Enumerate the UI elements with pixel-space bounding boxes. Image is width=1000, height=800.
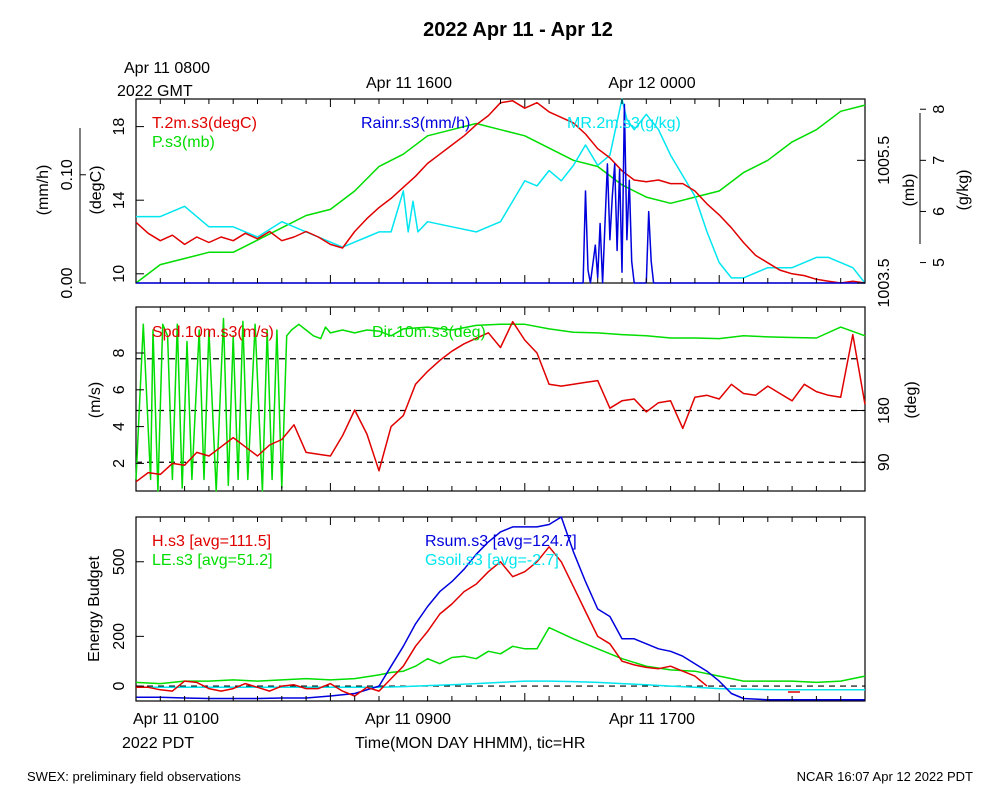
legend-latent-heat-avg: [avg=51.2] — [197, 552, 272, 569]
panel-wind-reference-lines — [136, 358, 865, 463]
legend-mixing-ratio: MR.2m.s3(g/kg) — [567, 115, 681, 132]
panel-wind-ticks: 2 4 6 8 90 180 — [111, 307, 893, 491]
series-radiation-sum — [136, 516, 865, 701]
legend-radiation-sum: Rsum.s3 [avg=124.7] — [425, 533, 577, 550]
ms-tick-label: 4 — [111, 422, 128, 431]
legend-temperature: T.2m.s3(degC) — [152, 115, 257, 132]
deg-tick-label: 180 — [876, 397, 893, 424]
legend-radiation-sum-avg: [avg=124.7] — [493, 533, 577, 550]
degc-tick-label: 10 — [111, 265, 128, 283]
energy-tick-label: 200 — [111, 623, 128, 650]
legend-sensible-heat-name: H.s3 — [152, 533, 185, 550]
legend-latent-heat: LE.s3 [avg=51.2] — [152, 552, 273, 569]
chart-title: 2022 Apr 11 - Apr 12 — [423, 19, 613, 41]
bottom-time-label-mid: Apr 11 0900 — [365, 711, 451, 728]
energy-tick-label: 0 — [111, 682, 128, 691]
legend-radiation-sum-name: Rsum.s3 — [425, 533, 488, 550]
axis-label-gkg: (g/kg) — [955, 170, 972, 211]
panel-meteorology-legend: T.2m.s3(degC) P.s3(mb) Rainr.s3(mm/h) MR… — [152, 115, 681, 151]
top-time-label-year: 2022 GMT — [117, 83, 193, 100]
legend-wind-speed: Spd.10m.s3(m/s) — [152, 324, 274, 341]
panel-wind: 2 4 6 8 90 180 Spd.10m.s3(m/s) Dir.10m.s3(deg… — [87, 306, 920, 492]
mb-tick-label: 1003.5 — [876, 258, 893, 307]
top-time-label-last: Apr 12 0000 — [608, 75, 695, 92]
gkg-tick-label: 6 — [931, 207, 948, 216]
axis-label-ms: (m/s) — [87, 382, 104, 418]
legend-wind-direction: Dir.10m.s3(deg) — [372, 324, 486, 341]
mmh-tick-label: 0.10 — [59, 159, 76, 190]
series-sensible-heat — [136, 546, 708, 697]
ms-tick-label: 6 — [111, 385, 128, 394]
series-soil-heat — [136, 680, 865, 691]
x-axis-title: Time(MON DAY HHMM), tic=HR — [355, 735, 585, 752]
gkg-tick-label: 5 — [931, 258, 948, 267]
panel-meteorology: 10 14 18 0.00 0.10 1003.5 1005.5 5 6 7 8 T.2m.s3(d… — [35, 98, 972, 307]
energy-tick-label: 500 — [111, 548, 128, 575]
axis-label-energy: Energy Budget — [86, 556, 103, 662]
series-wind-speed — [135, 320, 866, 483]
footer-left: SWEX: preliminary field observations — [27, 769, 241, 784]
series-mixing-ratio — [136, 98, 866, 284]
legend-sensible-heat: H.s3 [avg=111.5] — [152, 533, 271, 550]
series-latent-heat — [135, 626, 866, 685]
ms-tick-label: 2 — [111, 459, 128, 468]
axis-label-degc: (degC) — [88, 166, 105, 215]
panel-meteorology-ticks: 10 14 18 0.00 0.10 1003.5 1005.5 5 6 7 8 — [59, 99, 948, 307]
legend-soil-heat: Gsoil.s3 [avg=-2.7] — [425, 552, 559, 569]
legend-soil-heat-avg: [avg=-2.7] — [487, 552, 559, 569]
legend-sensible-heat-avg: [avg=111.5] — [189, 533, 271, 550]
axis-label-mb: (mb) — [901, 174, 918, 207]
panel-wind-series — [135, 317, 866, 492]
series-wind-direction — [135, 317, 866, 492]
gkg-tick-label: 7 — [931, 156, 948, 165]
panel-energy: 0 200 500 H.s3 [avg=111.5] LE.s3 [avg=51.2… — [86, 516, 866, 702]
axis-label-mmh: (mm/h) — [35, 165, 52, 216]
top-time-label-first: Apr 11 0800 — [124, 60, 210, 77]
bottom-time-label-year: 2022 PDT — [122, 735, 194, 752]
mb-tick-label: 1005.5 — [876, 136, 893, 185]
panel-wind-legend: Spd.10m.s3(m/s) Dir.10m.s3(deg) — [152, 324, 486, 341]
mmh-tick-label: 0.00 — [59, 267, 76, 298]
legend-rain-rate: Rainr.s3(mm/h) — [361, 115, 470, 132]
bottom-time-label-first: Apr 11 0100 — [133, 711, 219, 728]
panel-energy-series — [135, 516, 866, 701]
footer-right: NCAR 16:07 Apr 12 2022 PDT — [797, 769, 973, 784]
deg-tick-label: 90 — [876, 453, 893, 471]
axis-label-deg: (deg) — [903, 381, 920, 418]
gkg-tick-label: 8 — [931, 105, 948, 114]
degc-tick-label: 14 — [111, 191, 128, 209]
legend-latent-heat-name: LE.s3 — [152, 552, 193, 569]
panel-energy-ticks: 0 200 500 — [111, 517, 866, 701]
degc-tick-label: 18 — [111, 118, 128, 136]
legend-pressure: P.s3(mb) — [152, 134, 215, 151]
series-rain-rate — [136, 103, 865, 284]
bottom-time-label-last: Apr 11 1700 — [609, 711, 695, 728]
series-pressure — [135, 104, 866, 284]
legend-soil-heat-name: Gsoil.s3 — [425, 552, 483, 569]
panel-energy-legend: H.s3 [avg=111.5] LE.s3 [avg=51.2] Rsum.s… — [152, 533, 577, 569]
top-time-label-mid: Apr 11 1600 — [366, 75, 452, 92]
ms-tick-label: 8 — [111, 348, 128, 357]
